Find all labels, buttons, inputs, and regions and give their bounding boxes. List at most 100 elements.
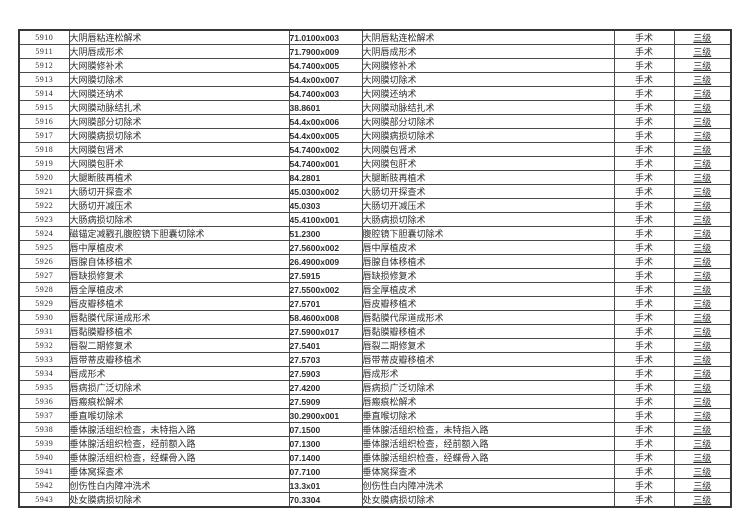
- table-row: 5920 大腿断肢再植术 84.2801 大腿断肢再植术 手术 三级: [18, 170, 732, 185]
- level-text: 三级: [693, 313, 712, 323]
- code-cell: 45.4100x001: [288, 212, 363, 227]
- standard-name-cell: 唇黏膜瓣移植术: [361, 324, 615, 339]
- table-row: 5933 唇带蒂皮瓣移植术 27.5703 唇带蒂皮瓣移植术 手术 三级: [18, 352, 732, 367]
- level-cell: 三级: [673, 310, 732, 325]
- standard-name-cell: 大网膜切除术: [361, 72, 615, 87]
- level-text: 三级: [693, 117, 712, 127]
- table-row: 5938 垂体腺活组织检查，未特指入路 07.1500 垂体腺活组织检查，未特指入路手…: [18, 422, 732, 437]
- level-text: 三级: [693, 467, 712, 477]
- standard-name-cell: 唇皮瓣移植术: [361, 296, 615, 311]
- procedure-name-cell: 垂体腺活组织检查，未特指入路: [68, 422, 290, 437]
- category-cell: 手术: [613, 436, 675, 451]
- seq-cell: 5936: [18, 394, 70, 409]
- standard-name-cell: 大肠病损切除术: [361, 212, 615, 227]
- table-row: 5922 大肠切开减压术 45.0303 大肠切开减压术 手术 三级: [18, 198, 732, 213]
- seq-cell: 5931: [18, 324, 70, 339]
- level-cell: 三级: [673, 366, 732, 381]
- seq-cell: 5938: [18, 422, 70, 437]
- level-cell: 三级: [673, 464, 732, 479]
- procedure-name-cell: 唇中厚植皮术: [68, 240, 290, 255]
- category-cell: 手术: [613, 156, 675, 171]
- standard-name-cell: 唇全厚植皮术: [361, 282, 615, 297]
- standard-name-cell: 垂体腺活组织检查，经前额入路: [361, 436, 615, 451]
- category-cell: 手术: [613, 226, 675, 241]
- category-cell: 手术: [613, 352, 675, 367]
- code-cell: 27.5903: [288, 366, 363, 381]
- standard-name-cell: 大网膜还纳术: [361, 86, 615, 101]
- category-cell: 手术: [613, 422, 675, 437]
- procedure-name-cell: 唇带蒂皮瓣移植术: [68, 352, 290, 367]
- table-row: 5923 大肠病损切除术 45.4100x001 大肠病损切除术 手术 三级: [18, 212, 732, 227]
- seq-cell: 5940: [18, 450, 70, 465]
- standard-name-cell: 唇中厚植皮术: [361, 240, 615, 255]
- code-cell: 45.0303: [288, 198, 363, 213]
- code-cell: 70.3304: [288, 492, 363, 508]
- procedure-name-cell: 大网膜切除术: [68, 72, 290, 87]
- code-cell: 84.2801: [288, 170, 363, 185]
- category-cell: 手术: [613, 338, 675, 353]
- procedure-name-cell: 大肠切开探查术: [68, 184, 290, 199]
- procedure-name-cell: 大腿断肢再植术: [68, 170, 290, 185]
- table-row: 5917 大网膜病损切除术 54.4x00x005 大网膜病损切除术 手术 三级: [18, 128, 732, 143]
- seq-cell: 5924: [18, 226, 70, 241]
- code-cell: 58.4600x008: [288, 310, 363, 325]
- standard-name-cell: 处女膜病损切除术: [361, 492, 615, 508]
- procedure-name-cell: 大网膜部分切除术: [68, 114, 290, 129]
- category-cell: 手术: [613, 212, 675, 227]
- level-text: 三级: [693, 355, 712, 365]
- category-cell: 手术: [613, 29, 675, 45]
- code-cell: 27.5909: [288, 394, 363, 409]
- code-cell: 30.2900x001: [288, 408, 363, 423]
- seq-cell: 5919: [18, 156, 70, 171]
- standard-name-cell: 垂体窝探查术: [361, 464, 615, 479]
- code-cell: 07.1300: [288, 436, 363, 451]
- standard-name-cell: 唇缺损修复术: [361, 268, 615, 283]
- procedure-name-cell: 唇瘢痕松解术: [68, 394, 290, 409]
- level-text: 三级: [693, 75, 712, 85]
- level-cell: 三级: [673, 254, 732, 269]
- procedure-name-cell: 大网膜包肝术: [68, 156, 290, 171]
- category-cell: 手术: [613, 478, 675, 493]
- level-text: 三级: [693, 215, 712, 225]
- procedure-name-cell: 大网膜动脉结扎术: [68, 100, 290, 115]
- procedure-name-cell: 大阴唇成形术: [68, 44, 290, 59]
- category-cell: 手术: [613, 170, 675, 185]
- procedure-name-cell: 唇全厚植皮术: [68, 282, 290, 297]
- seq-cell: 5935: [18, 380, 70, 395]
- level-cell: 三级: [673, 198, 732, 213]
- procedure-name-cell: 创伤性白内障冲洗术: [68, 478, 290, 493]
- table-row: 5910 大阴唇粘连松解术 71.0100x003 大阴唇粘连松解术 手术 三级: [18, 29, 732, 45]
- seq-cell: 5925: [18, 240, 70, 255]
- standard-name-cell: 大肠切开探查术: [361, 184, 615, 199]
- seq-cell: 5922: [18, 198, 70, 213]
- table-row: 5931 唇黏膜瓣移植术 27.5900x017 唇黏膜瓣移植术 手术 三级: [18, 324, 732, 339]
- category-cell: 手术: [613, 282, 675, 297]
- code-cell: 27.5500x002: [288, 282, 363, 297]
- level-cell: 三级: [673, 408, 732, 423]
- level-cell: 三级: [673, 324, 732, 339]
- level-text: 三级: [693, 89, 712, 99]
- level-cell: 三级: [673, 128, 732, 143]
- level-text: 三级: [693, 495, 712, 505]
- procedure-name-cell: 垂直喉切除术: [68, 408, 290, 423]
- level-cell: 三级: [673, 44, 732, 59]
- level-cell: 三级: [673, 29, 732, 45]
- standard-name-cell: 大阴唇粘连松解术: [361, 29, 615, 45]
- category-cell: 手术: [613, 128, 675, 143]
- table-row: 5937 垂直喉切除术 30.2900x001 垂直喉切除术 手术 三级: [18, 408, 732, 423]
- table-row: 5934 唇成形术 27.5903 唇成形术 手术 三级: [18, 366, 732, 381]
- level-text: 三级: [693, 173, 712, 183]
- level-cell: 三级: [673, 268, 732, 283]
- table-row: 5939 垂体腺活组织检查，经前额入路 07.1300 垂体腺活组织检查，经前额入路手…: [18, 436, 732, 451]
- level-cell: 三级: [673, 58, 732, 73]
- category-cell: 手术: [613, 240, 675, 255]
- level-text: 三级: [693, 411, 712, 421]
- level-cell: 三级: [673, 72, 732, 87]
- standard-name-cell: 大网膜动脉结扎术: [361, 100, 615, 115]
- category-cell: 手术: [613, 366, 675, 381]
- seq-cell: 5920: [18, 170, 70, 185]
- category-cell: 手术: [613, 72, 675, 87]
- table-row: 5941 垂体窝探查术 07.7100 垂体窝探查术 手术 三级: [18, 464, 732, 479]
- table-row: 5930 唇黏膜代尿道成形术 58.4600x008 唇黏膜代尿道成形术 手术 三级: [18, 310, 732, 325]
- category-cell: 手术: [613, 492, 675, 508]
